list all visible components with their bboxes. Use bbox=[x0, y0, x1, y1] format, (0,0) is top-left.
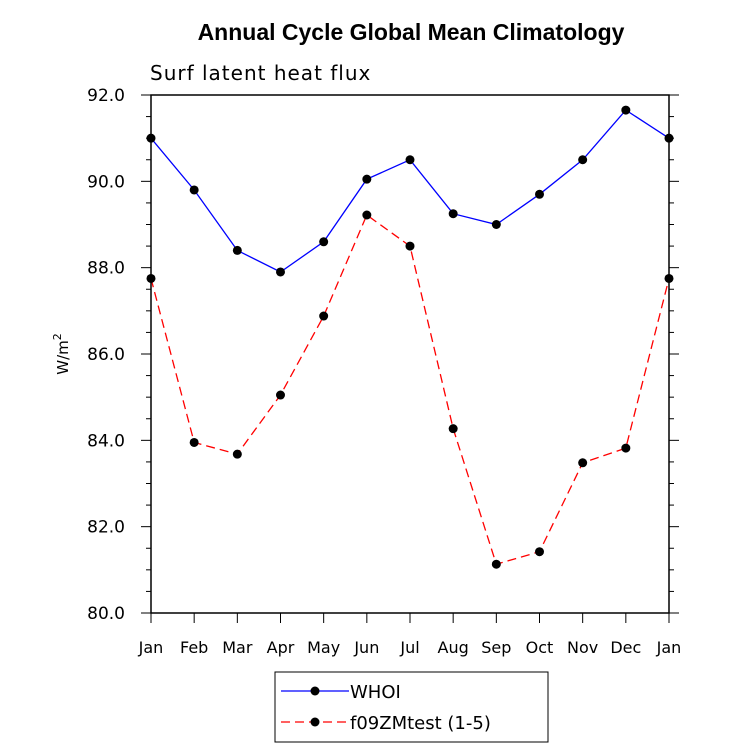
legend-label-f09zmtest: f09ZMtest (1-5) bbox=[350, 713, 491, 734]
x-tick-label: Aug bbox=[438, 638, 469, 657]
series-0-point bbox=[578, 155, 588, 165]
legend: WHOI f09ZMtest (1-5) bbox=[274, 671, 549, 743]
series-0-point bbox=[189, 185, 199, 195]
x-tick-label: May bbox=[307, 638, 340, 657]
series-0-point bbox=[535, 189, 544, 199]
legend-marker-whoi bbox=[310, 686, 320, 696]
y-tick-label: 84.0 bbox=[87, 431, 125, 451]
x-tick-label: Apr bbox=[267, 638, 295, 657]
axis-tick-labels: 80.0 82.0 84.0 86.0 88.0 90.0 92.0 Jan Feb Mar Apr… bbox=[87, 86, 681, 657]
y-tick-label: 86.0 bbox=[87, 345, 125, 365]
series-1-point bbox=[578, 458, 588, 468]
series-1-point bbox=[319, 311, 329, 321]
series-1-point bbox=[362, 210, 372, 220]
y-tick-label: 80.0 bbox=[87, 604, 125, 624]
y-axis-title-superscript: 2 bbox=[51, 333, 64, 340]
chart-subtitle: Surf latent heat flux bbox=[150, 61, 371, 85]
series-1-point bbox=[448, 424, 458, 434]
y-axis-title: W/m2 bbox=[51, 333, 72, 375]
series-1-point bbox=[491, 559, 501, 569]
series-0-point bbox=[621, 105, 631, 115]
y-axis-title-base: W/m bbox=[54, 340, 72, 375]
series-0-point bbox=[448, 209, 458, 219]
series-0-point bbox=[319, 237, 329, 247]
x-tick-label: Jun bbox=[353, 638, 379, 657]
x-tick-label: Oct bbox=[526, 638, 554, 657]
chart-title: Annual Cycle Global Mean Climatology bbox=[198, 19, 625, 45]
x-tick-label: Feb bbox=[180, 638, 208, 657]
series-1-point bbox=[405, 241, 415, 251]
y-tick-label: 90.0 bbox=[87, 172, 125, 192]
y-tick-label: 92.0 bbox=[87, 86, 125, 106]
series-0-point bbox=[405, 155, 415, 165]
series-1-point bbox=[621, 443, 631, 453]
series-line-1 bbox=[150, 213, 670, 566]
x-tick-label: Dec bbox=[610, 638, 641, 657]
series-0-point bbox=[276, 267, 285, 277]
x-tick-label: Jan bbox=[138, 638, 164, 657]
x-tick-label: Sep bbox=[481, 638, 511, 657]
data-series bbox=[146, 105, 674, 569]
x-tick-label: Jul bbox=[399, 638, 419, 657]
x-tick-label: Mar bbox=[222, 638, 253, 657]
y-tick-label: 88.0 bbox=[87, 259, 125, 279]
legend-label-whoi: WHOI bbox=[350, 682, 401, 703]
series-1-point bbox=[189, 437, 199, 447]
legend-marker-f09zmtest bbox=[310, 717, 320, 727]
plot-frame bbox=[150, 94, 670, 614]
series-0-point bbox=[362, 174, 372, 184]
x-tick-label: Nov bbox=[567, 638, 598, 657]
series-1-point bbox=[535, 547, 544, 557]
series-1-point bbox=[232, 449, 242, 459]
y-tick-label: 82.0 bbox=[87, 518, 125, 538]
x-tick-label: Jan bbox=[656, 638, 682, 657]
series-0-point bbox=[232, 245, 242, 255]
legend-box bbox=[274, 671, 549, 743]
series-0-point bbox=[491, 220, 501, 229]
series-1-point bbox=[276, 390, 285, 400]
axis-ticks bbox=[141, 94, 679, 623]
